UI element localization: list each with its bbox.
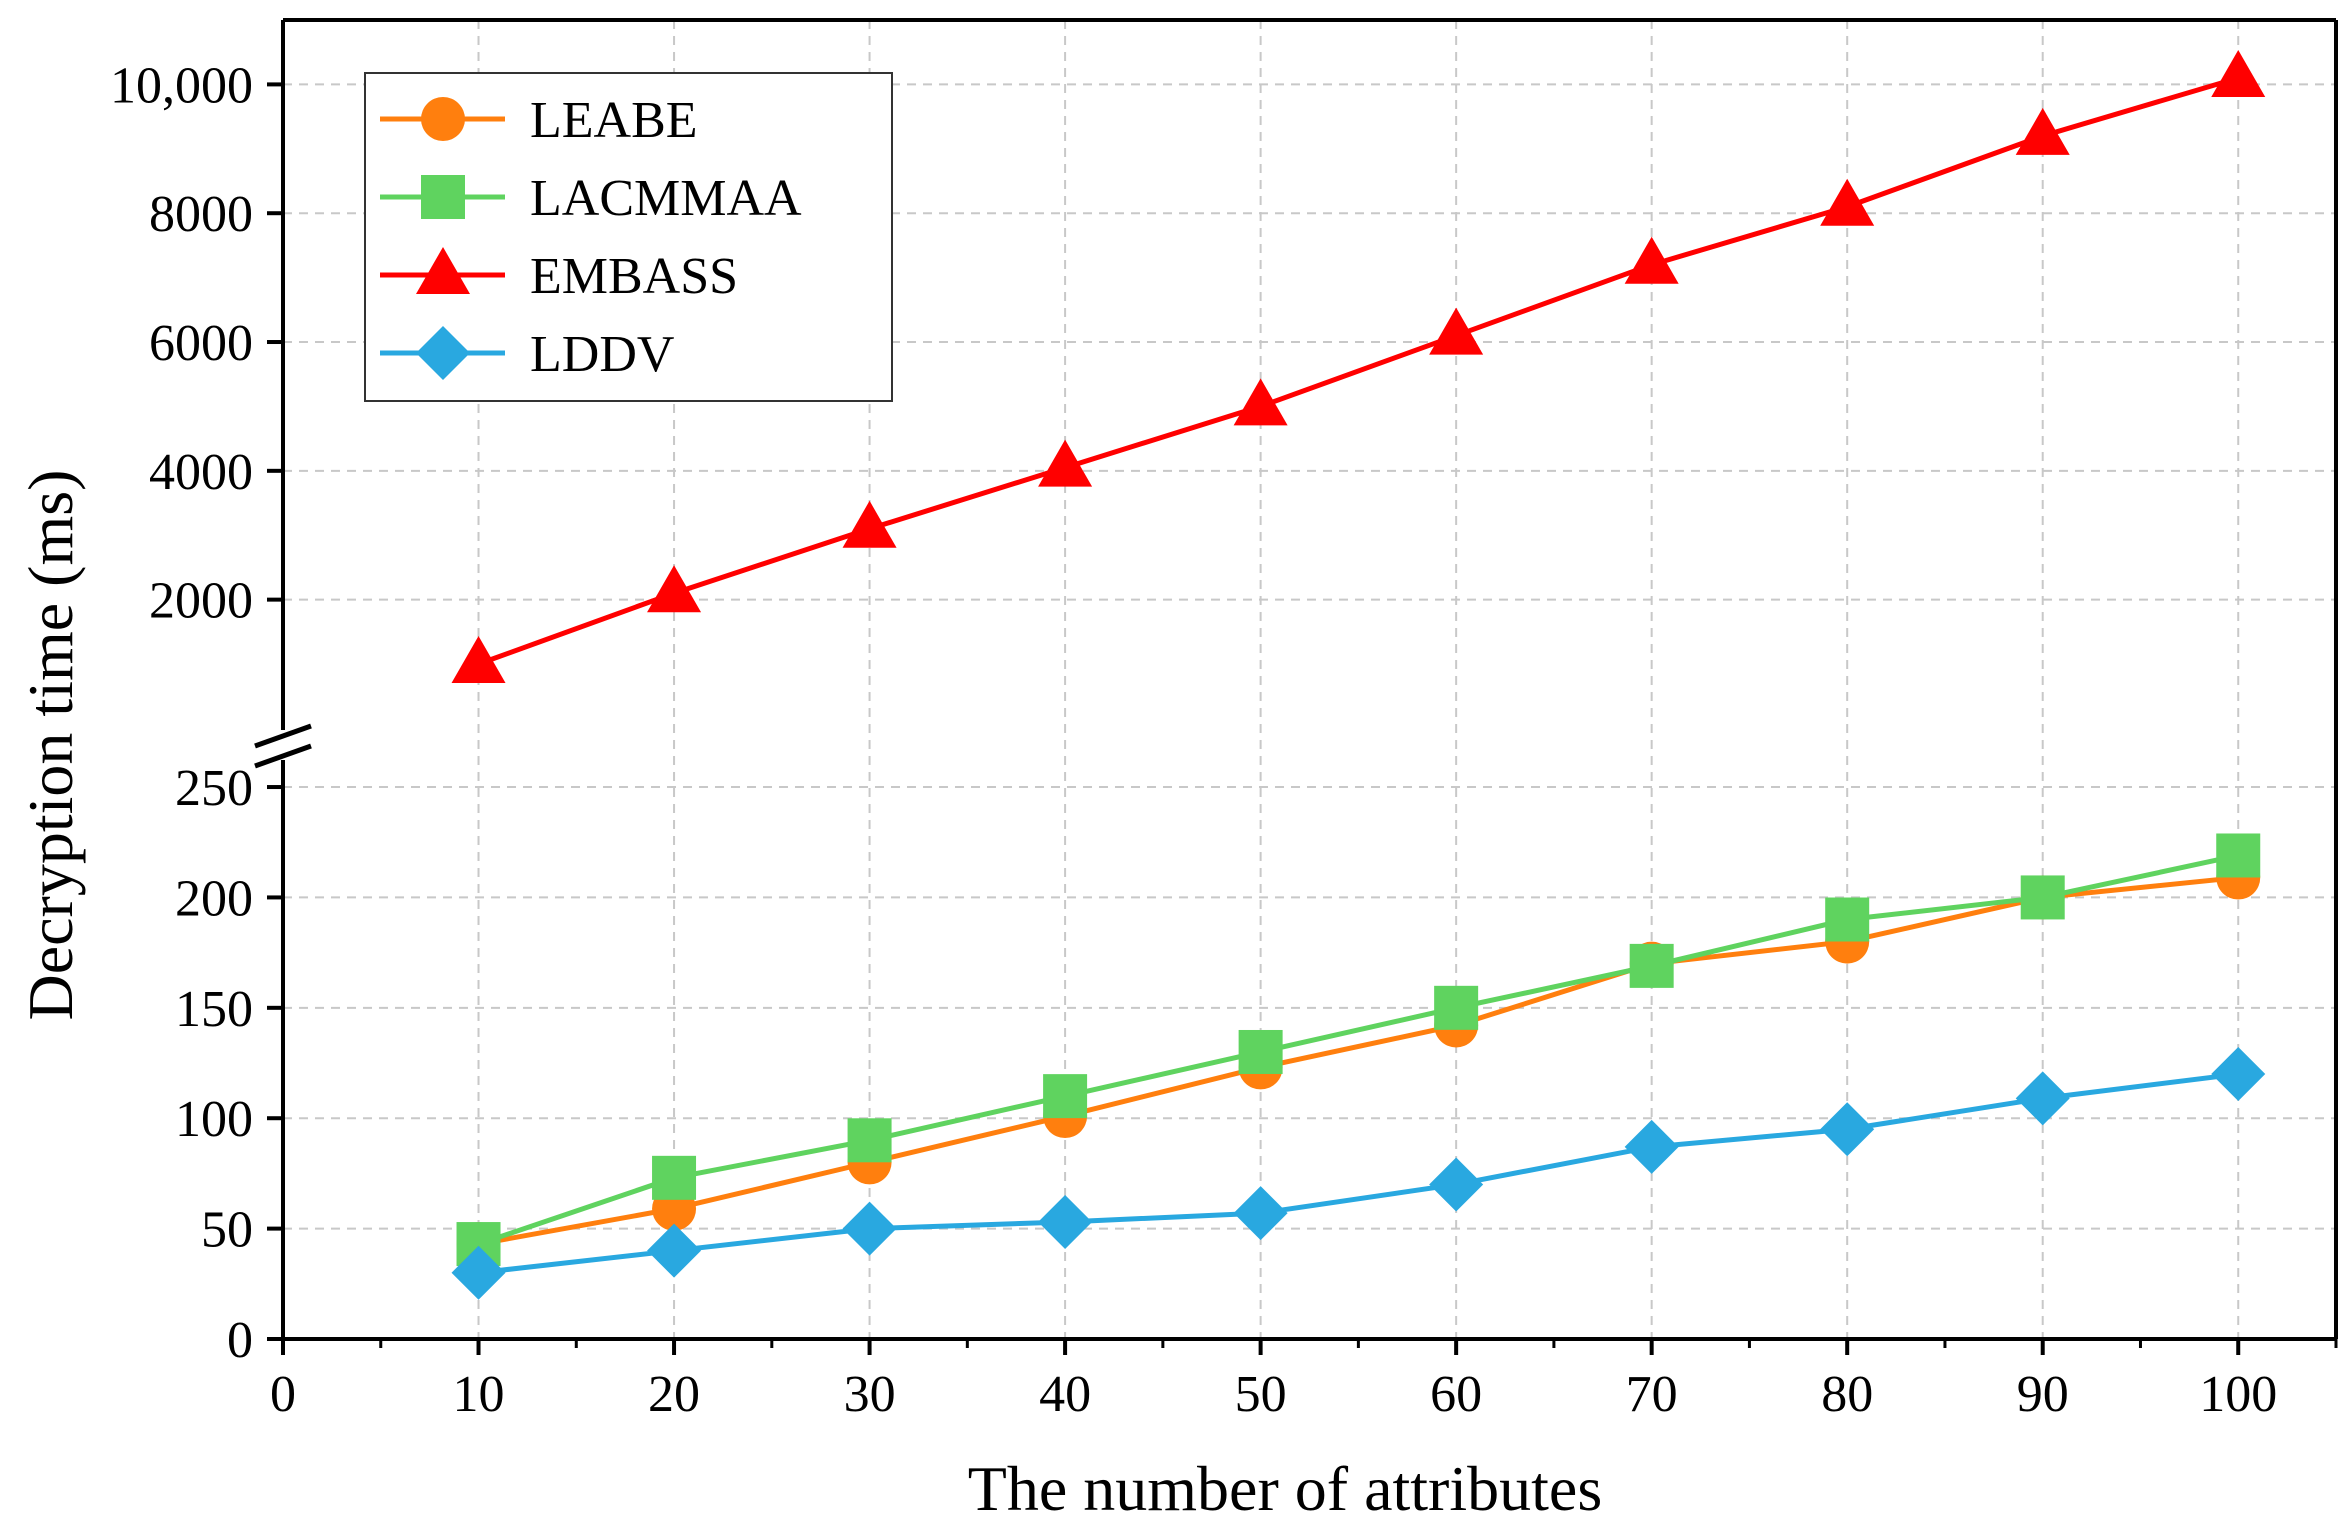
- axes: 0 10 20 30 40 50 60 70 80 90 100 0 50 100 150 200 250 200…: [110, 57, 2338, 1423]
- data-point-lddv-30: [842, 1201, 897, 1256]
- axis-break-mark-1: [254, 723, 312, 749]
- x-tick-label: 50: [1235, 1366, 1287, 1423]
- legend-marker-leabe: [421, 97, 465, 141]
- data-point-lddv-40: [1038, 1194, 1093, 1249]
- grid-lines: [283, 20, 2336, 1339]
- y-tick-label: 2000: [149, 573, 253, 630]
- x-tick-label: 20: [648, 1366, 700, 1423]
- y-tick-label: 8000: [149, 186, 253, 243]
- legend-marker-embass: [416, 247, 470, 294]
- x-tick-label: 100: [2199, 1366, 2277, 1423]
- data-point-lddv-100: [2211, 1047, 2266, 1102]
- data-point-lddv-60: [1429, 1157, 1484, 1212]
- data-point-lacmmaa-20: [652, 1155, 697, 1200]
- x-tick-label: 0: [270, 1366, 296, 1423]
- y-tick-label: 10,000: [110, 57, 253, 114]
- data-point-lddv-20: [647, 1223, 702, 1278]
- data-point-lddv-50: [1233, 1186, 1288, 1241]
- plot-frame: [253, 18, 2338, 1341]
- data-point-lddv-90: [2015, 1071, 2070, 1126]
- legend-label-lddv: LDDV: [530, 326, 674, 383]
- x-tick-label: 60: [1430, 1366, 1482, 1423]
- data-point-lacmmaa-70: [1629, 943, 1674, 988]
- data-point-embass-20: [647, 565, 702, 613]
- y-tick-label: 250: [175, 760, 253, 817]
- legend-label-lacmmaa: LACMMAA: [530, 170, 802, 227]
- series-line-leabe: [478, 875, 2239, 1247]
- series-embass: [451, 49, 2266, 684]
- x-tick-label: 80: [1821, 1366, 1873, 1423]
- y-tick-label: 200: [175, 870, 253, 927]
- y-tick-label: 0: [227, 1312, 253, 1369]
- legend: LEABE LACMMAA EMBASS LDDV: [364, 72, 893, 402]
- y-axis-title: Decryption time (ms): [15, 470, 86, 1021]
- y-tick-label: 100: [175, 1091, 253, 1148]
- data-point-lddv-70: [1624, 1119, 1679, 1174]
- x-axis-title: The number of attributes: [968, 1453, 1602, 1524]
- data-point-lacmmaa-80: [1825, 897, 1870, 942]
- y-tick-label: 150: [175, 981, 253, 1038]
- data-point-lacmmaa-90: [2020, 875, 2065, 920]
- series-line-embass: [477, 75, 2239, 667]
- data-point-embass-80: [1820, 178, 1875, 226]
- data-point-embass-100: [2211, 49, 2266, 97]
- y-tick-label: 6000: [149, 315, 253, 372]
- data-point-lacmmaa-100: [2216, 833, 2261, 878]
- data-point-lacmmaa-50: [1238, 1029, 1283, 1074]
- data-point-lacmmaa-40: [1043, 1074, 1088, 1119]
- x-tick-label: 30: [844, 1366, 896, 1423]
- data-point-embass-30: [842, 500, 897, 548]
- data-point-embass-10: [451, 636, 506, 684]
- data-point-lacmmaa-30: [847, 1118, 892, 1163]
- data-point-embass-90: [2015, 107, 2070, 155]
- series-line-lddv: [478, 1071, 2239, 1276]
- series-leabe: [456, 855, 2261, 1267]
- x-tick-label: 70: [1626, 1366, 1678, 1423]
- y-tick-label: 4000: [149, 444, 253, 501]
- legend-marker-lddv: [416, 326, 470, 380]
- x-tick-label: 40: [1039, 1366, 1091, 1423]
- x-tick-label: 90: [2017, 1366, 2069, 1423]
- series-layer: [451, 49, 2266, 1300]
- data-point-embass-70: [1624, 236, 1679, 284]
- series-line-lacmmaa: [477, 853, 2239, 1247]
- series-lddv: [451, 1047, 2266, 1300]
- y-tick-label: 50: [201, 1202, 253, 1259]
- data-point-lddv-80: [1820, 1102, 1875, 1157]
- legend-label-leabe: LEABE: [530, 92, 698, 149]
- data-point-lddv-10: [451, 1245, 506, 1300]
- legend-label-embass: EMBASS: [530, 248, 738, 305]
- x-tick-label: 10: [453, 1366, 505, 1423]
- data-point-embass-40: [1038, 439, 1093, 487]
- data-point-embass-50: [1233, 378, 1288, 426]
- data-point-embass-60: [1429, 307, 1484, 355]
- data-point-lacmmaa-60: [1434, 985, 1479, 1030]
- legend-marker-lacmmaa: [421, 175, 465, 219]
- axis-break-mark-2: [254, 743, 312, 769]
